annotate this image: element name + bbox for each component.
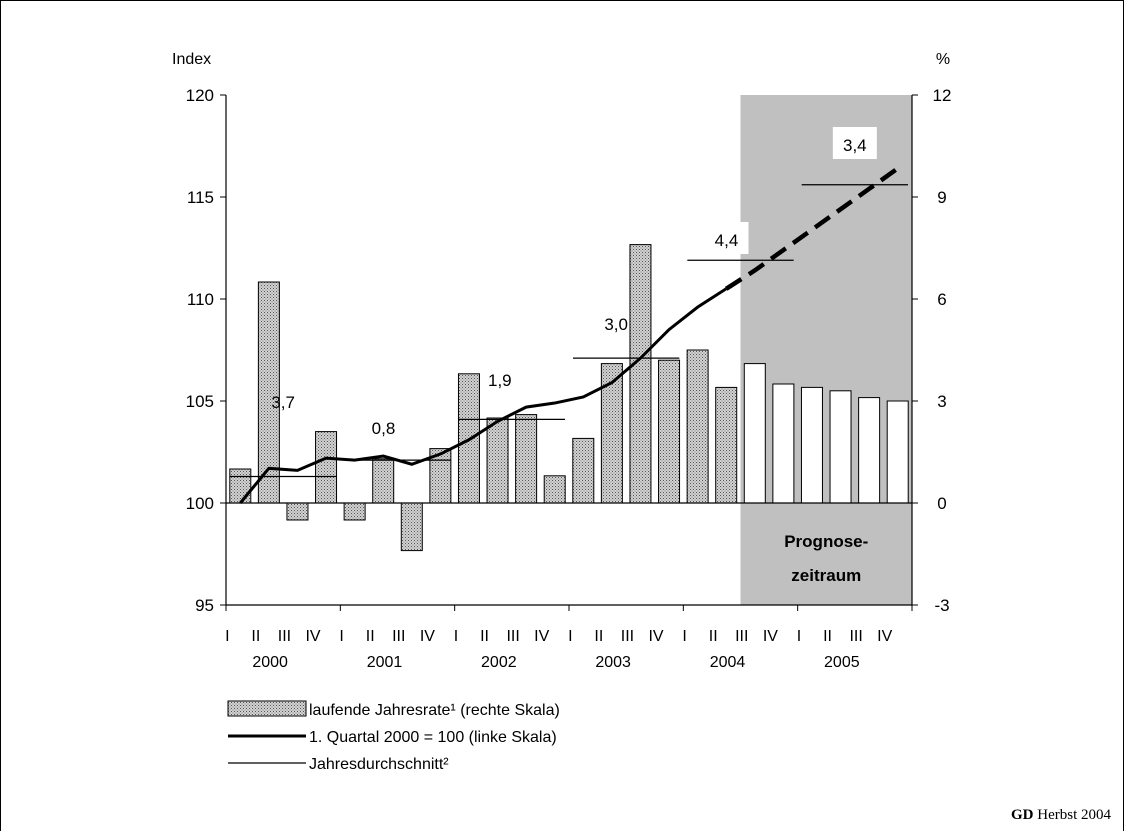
right-tick-label-4: 9	[937, 188, 946, 207]
quarter-label-15: IV	[648, 628, 663, 645]
legend-bar-label: laufende Jahresrate¹ (rechte Skala)	[309, 702, 560, 719]
avg-label-1: 0,8	[372, 419, 396, 438]
bar-13	[600, 363, 623, 504]
left-axis-title: Index	[172, 51, 211, 68]
bar-17	[715, 386, 738, 504]
year-label-2: 2002	[481, 654, 517, 671]
avg-label-4: 4,4	[715, 231, 739, 250]
index-line-forecast	[724, 166, 900, 291]
left-tick-label-1: 100	[186, 494, 214, 513]
bar-19	[772, 383, 795, 504]
quarter-label-11: IV	[534, 628, 549, 645]
left-tick-label-3: 110	[187, 290, 214, 309]
bar-2	[286, 502, 309, 521]
bar-5	[372, 458, 395, 504]
avg-label-5: 3,4	[843, 136, 867, 155]
left-tick-label-0: 95	[195, 596, 214, 615]
quarter-label-6: III	[392, 628, 405, 645]
quarter-label-2: III	[278, 628, 291, 645]
bar-14	[629, 244, 652, 504]
quarter-label-22: III	[849, 628, 862, 645]
right-tick-label-1: 0	[937, 494, 946, 513]
quarter-label-23: IV	[877, 628, 892, 645]
year-label-5: 2005	[824, 654, 860, 671]
quarter-label-7: IV	[420, 628, 435, 645]
right-tick-label-5: 12	[933, 86, 952, 105]
avg-label-3: 3,0	[604, 315, 628, 334]
bar-11	[543, 475, 566, 504]
avg-label-0: 3,7	[271, 393, 295, 412]
bar-12	[572, 437, 595, 504]
left-tick-label-2: 105	[186, 392, 214, 411]
quarter-label-4: I	[339, 628, 343, 645]
bar-18	[743, 363, 766, 504]
year-label-1: 2001	[367, 654, 403, 671]
year-label-3: 2003	[595, 654, 631, 671]
bar-23	[886, 400, 909, 504]
bar-20	[800, 386, 823, 504]
left-tick-label-5: 120	[186, 86, 214, 105]
bar-21	[829, 390, 852, 504]
quarter-label-21: II	[823, 628, 832, 645]
credit-brand: GD	[1011, 807, 1034, 823]
quarter-label-8: I	[454, 628, 458, 645]
bar-4	[343, 502, 366, 521]
credit-text: Herbst 2004	[1037, 807, 1111, 823]
legend-avg-label: Jahresdurchschnitt²	[309, 756, 449, 773]
quarter-label-19: IV	[763, 628, 778, 645]
right-tick-label-2: 3	[937, 392, 946, 411]
bar-0	[229, 468, 252, 504]
quarter-label-18: III	[735, 628, 748, 645]
quarter-label-1: II	[251, 628, 260, 645]
bar-22	[858, 397, 881, 504]
legend-line-label: 1. Quartal 2000 = 100 (linke Skala)	[309, 729, 557, 746]
forecast-label-line1: Prognose-	[784, 532, 868, 551]
quarter-label-9: II	[480, 628, 489, 645]
quarter-label-5: II	[366, 628, 375, 645]
index-line	[239, 287, 728, 504]
avg-label-box-4	[704, 222, 749, 254]
bar-6	[400, 502, 423, 552]
bar-10	[515, 414, 538, 504]
right-axis-title: %	[936, 51, 950, 68]
bar-16	[686, 349, 709, 504]
quarter-label-10: III	[506, 628, 519, 645]
year-label-4: 2004	[710, 654, 746, 671]
quarter-label-0: I	[225, 628, 229, 645]
forecast-region	[740, 95, 912, 605]
quarter-label-3: IV	[305, 628, 320, 645]
source-credit: GD Herbst 2004	[1011, 807, 1111, 824]
right-tick-label-3: 6	[937, 290, 946, 309]
year-label-0: 2000	[252, 654, 288, 671]
quarter-label-17: II	[709, 628, 718, 645]
quarter-label-14: III	[621, 628, 634, 645]
bar-3	[315, 431, 338, 504]
quarter-label-16: I	[682, 628, 686, 645]
legend-bar-swatch	[227, 700, 307, 717]
right-tick-label-0: -3	[934, 596, 949, 615]
avg-label-box-5	[832, 127, 877, 159]
bar-9	[486, 417, 509, 504]
forecast-label-line2: zeitraum	[791, 566, 861, 585]
bar-15	[658, 359, 681, 504]
quarter-label-20: I	[797, 628, 801, 645]
quarter-label-13: II	[594, 628, 603, 645]
left-tick-label-4: 115	[187, 188, 214, 207]
quarter-label-12: I	[568, 628, 572, 645]
avg-label-2: 1,9	[488, 371, 512, 390]
